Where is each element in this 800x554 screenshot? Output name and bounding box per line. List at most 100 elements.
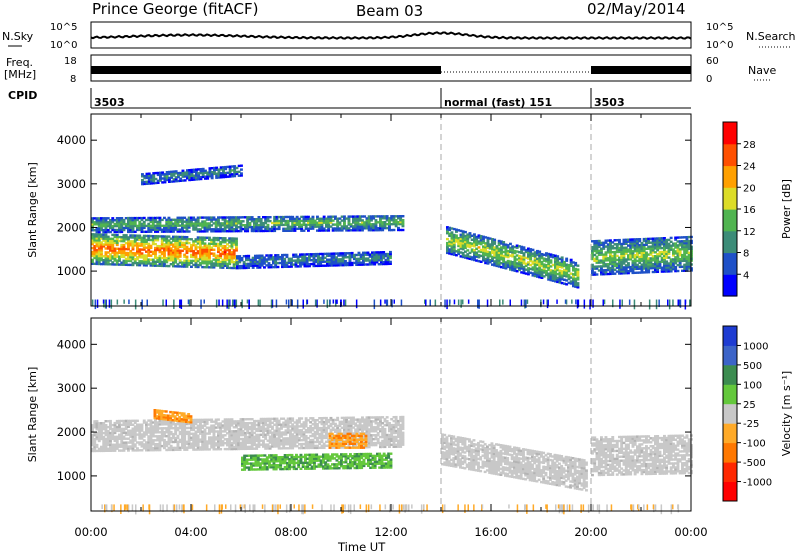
power-echo-cell — [529, 257, 533, 261]
power-echo-cell — [181, 171, 185, 174]
power-echo-cell — [205, 266, 209, 269]
power-echo-cell — [663, 252, 666, 256]
power-speckle — [104, 299, 107, 309]
vel-echo-cell — [140, 445, 144, 448]
power-echo-cell — [479, 239, 483, 242]
power-echo-cell — [340, 215, 344, 218]
power-echo-cell — [602, 265, 606, 268]
power-echo-cell — [291, 217, 295, 221]
power-echo-cell — [565, 269, 569, 272]
power-echo-cell — [301, 259, 305, 262]
power-echo-cell — [167, 228, 171, 231]
vel-echo-cell — [131, 433, 135, 436]
power-echo-cell — [337, 264, 341, 267]
power-echo-cell — [156, 179, 160, 182]
power-echo-cell — [192, 240, 196, 243]
vel-echo-cell — [181, 428, 184, 432]
power-echo-cell — [257, 216, 261, 219]
power-echo-cell — [473, 256, 476, 260]
power-echo-cell — [529, 254, 533, 257]
power-echo-cell — [219, 240, 223, 244]
vel-echo-cell — [145, 443, 148, 446]
power-echo-cell — [136, 250, 139, 253]
power-echo-cell — [491, 243, 494, 247]
vel-echo-cell — [142, 447, 146, 450]
power-echo-cell — [106, 235, 110, 238]
vel-echo-cell — [163, 431, 166, 434]
power-echo-cell — [504, 253, 508, 256]
power-echo-cell — [222, 171, 225, 175]
power-echo-cell — [250, 216, 254, 219]
vel-echo-cell — [248, 441, 252, 445]
power-echo-cell — [151, 260, 155, 263]
freq-bar-segment — [91, 66, 441, 74]
power-echo-cell — [518, 254, 521, 258]
vel-echo-cell — [286, 427, 290, 430]
power-echo-cell — [113, 253, 117, 256]
vel-echo-cell — [109, 437, 112, 441]
vel-echo-cell — [192, 424, 196, 428]
power-echo-cell — [215, 166, 219, 169]
power-echo-cell — [248, 216, 252, 219]
power-echo-cell — [208, 262, 211, 265]
power-echo-cell — [500, 250, 503, 253]
power-echo-cell — [352, 217, 355, 220]
power-echo-cell — [455, 238, 458, 241]
power-echo-cell — [269, 266, 273, 269]
power-echo-cell — [513, 265, 517, 268]
colorbar-swatch — [723, 187, 737, 210]
vel-echo-cell — [127, 423, 130, 426]
vel-echo-cell — [230, 430, 234, 433]
power-echo-cell — [204, 171, 207, 174]
power-echo-cell — [551, 275, 555, 278]
vel-echo-cell — [271, 433, 274, 436]
power-echo-cell — [205, 260, 209, 263]
power-echo-cell — [597, 259, 601, 262]
vel-echo-cell — [286, 421, 290, 424]
power-echo-cell — [341, 252, 345, 255]
power-echo-cell — [160, 230, 164, 233]
vel-echo-cell — [124, 447, 128, 450]
power-echo-cell — [647, 259, 651, 262]
power-echo-cell — [296, 261, 300, 264]
power-echo-cell — [676, 259, 680, 263]
power-echo-cell — [154, 224, 157, 227]
power-echo-cell — [665, 246, 669, 250]
power-echo-cell — [291, 223, 295, 227]
power-echo-cell — [169, 253, 173, 256]
power-echo-cell — [109, 237, 112, 240]
power-echo-cell — [95, 237, 99, 240]
power-echo-cell — [549, 269, 553, 272]
power-echo-cell — [565, 267, 569, 270]
power-echo-cell — [183, 226, 187, 229]
power-echo-cell — [466, 249, 470, 252]
power-echo-cell — [246, 220, 250, 223]
vel-echo-cell — [129, 447, 133, 450]
power-echo-cell — [93, 233, 97, 236]
vel-echo-cell — [248, 435, 252, 439]
power-echo-cell — [273, 223, 277, 227]
power-echo-cell — [138, 252, 142, 255]
power-echo-cell — [235, 222, 238, 225]
power-echo-cell — [228, 237, 232, 240]
vel-echo-cell — [230, 443, 234, 447]
power-echo-cell — [545, 258, 548, 261]
vel-echo-cell — [169, 423, 173, 426]
power-echo-cell — [549, 255, 553, 258]
power-echo-cell — [151, 220, 155, 224]
power-echo-cell — [246, 222, 250, 225]
power-echo-cell — [249, 262, 253, 265]
power-echo-cell — [217, 220, 220, 223]
power-echo-cell — [383, 225, 387, 228]
power-echo-cell — [358, 215, 362, 218]
power-speckle — [373, 299, 376, 310]
power-echo-cell — [511, 261, 515, 264]
power-echo-cell — [271, 225, 274, 229]
power-echo-cell — [156, 173, 160, 177]
power-echo-cell — [484, 261, 488, 265]
power-echo-cell — [199, 222, 202, 225]
power-echo-cell — [531, 274, 535, 277]
vel-echo-cell — [133, 421, 137, 424]
power-echo-cell — [656, 260, 660, 264]
vel-echo-cell — [239, 418, 243, 421]
